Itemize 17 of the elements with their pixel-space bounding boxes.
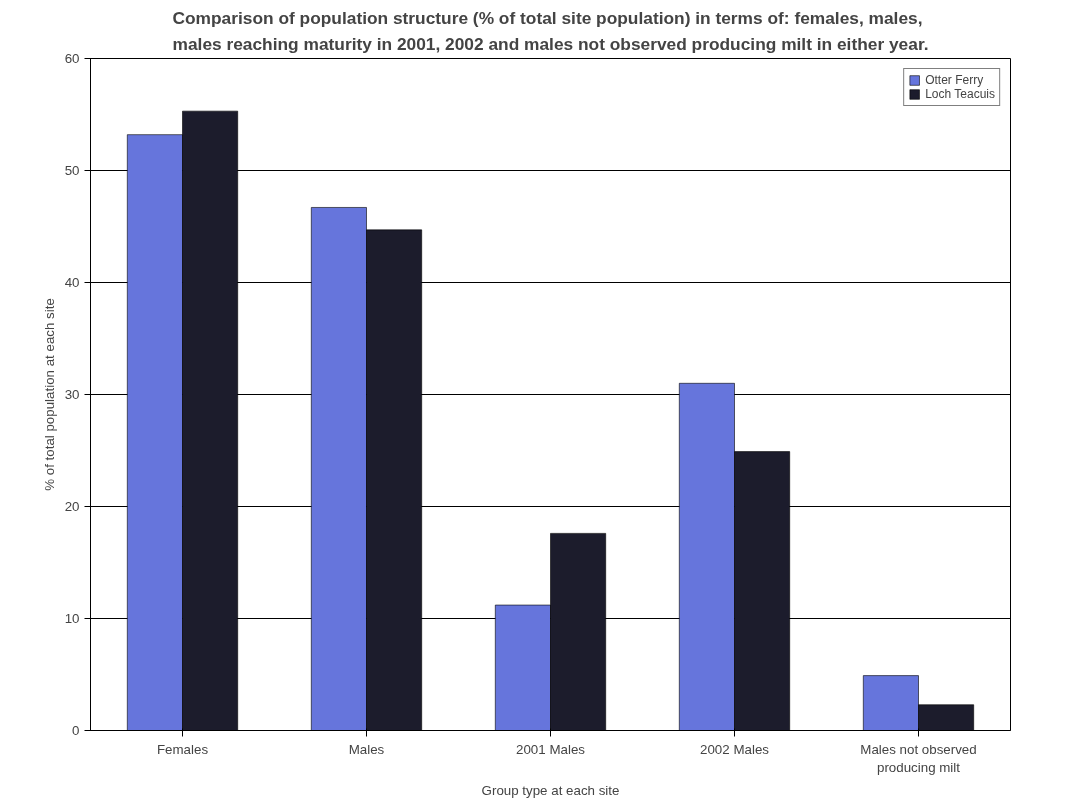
chart-title: Comparison of population structure (% of total site population) in terms of: females, males, males reaching maturity in 2001, 2002 and males not observed producing milt in either year. <box>172 7 929 54</box>
legend-label: Loch Teacuis <box>925 87 995 101</box>
x-tick-label: 2001 Males <box>516 741 586 757</box>
y-axis-title: % of total population at each site <box>41 298 57 491</box>
x-tick-label: Females <box>156 741 209 757</box>
legend-label: Otter Ferry <box>925 73 984 87</box>
x-axis-title: Group type at each site <box>481 782 620 798</box>
y-tick-label: 30 <box>64 387 80 402</box>
y-tick-label: 50 <box>64 163 80 178</box>
x-tick-label: 2002 Males <box>700 741 770 757</box>
y-tick-label: 40 <box>64 275 80 290</box>
y-tick-label: 20 <box>64 499 80 514</box>
y-tick-label: 60 <box>64 51 80 66</box>
y-tick-label: 0 <box>72 723 80 738</box>
x-tick-label: Males <box>348 741 385 757</box>
y-tick-label: 10 <box>64 611 80 626</box>
x-tick-label: Males not observed producing milt <box>860 741 977 775</box>
